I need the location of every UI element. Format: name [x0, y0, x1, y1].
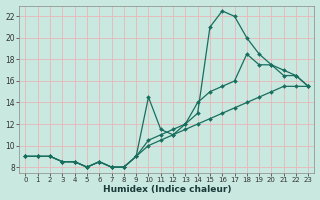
- X-axis label: Humidex (Indice chaleur): Humidex (Indice chaleur): [103, 185, 231, 194]
